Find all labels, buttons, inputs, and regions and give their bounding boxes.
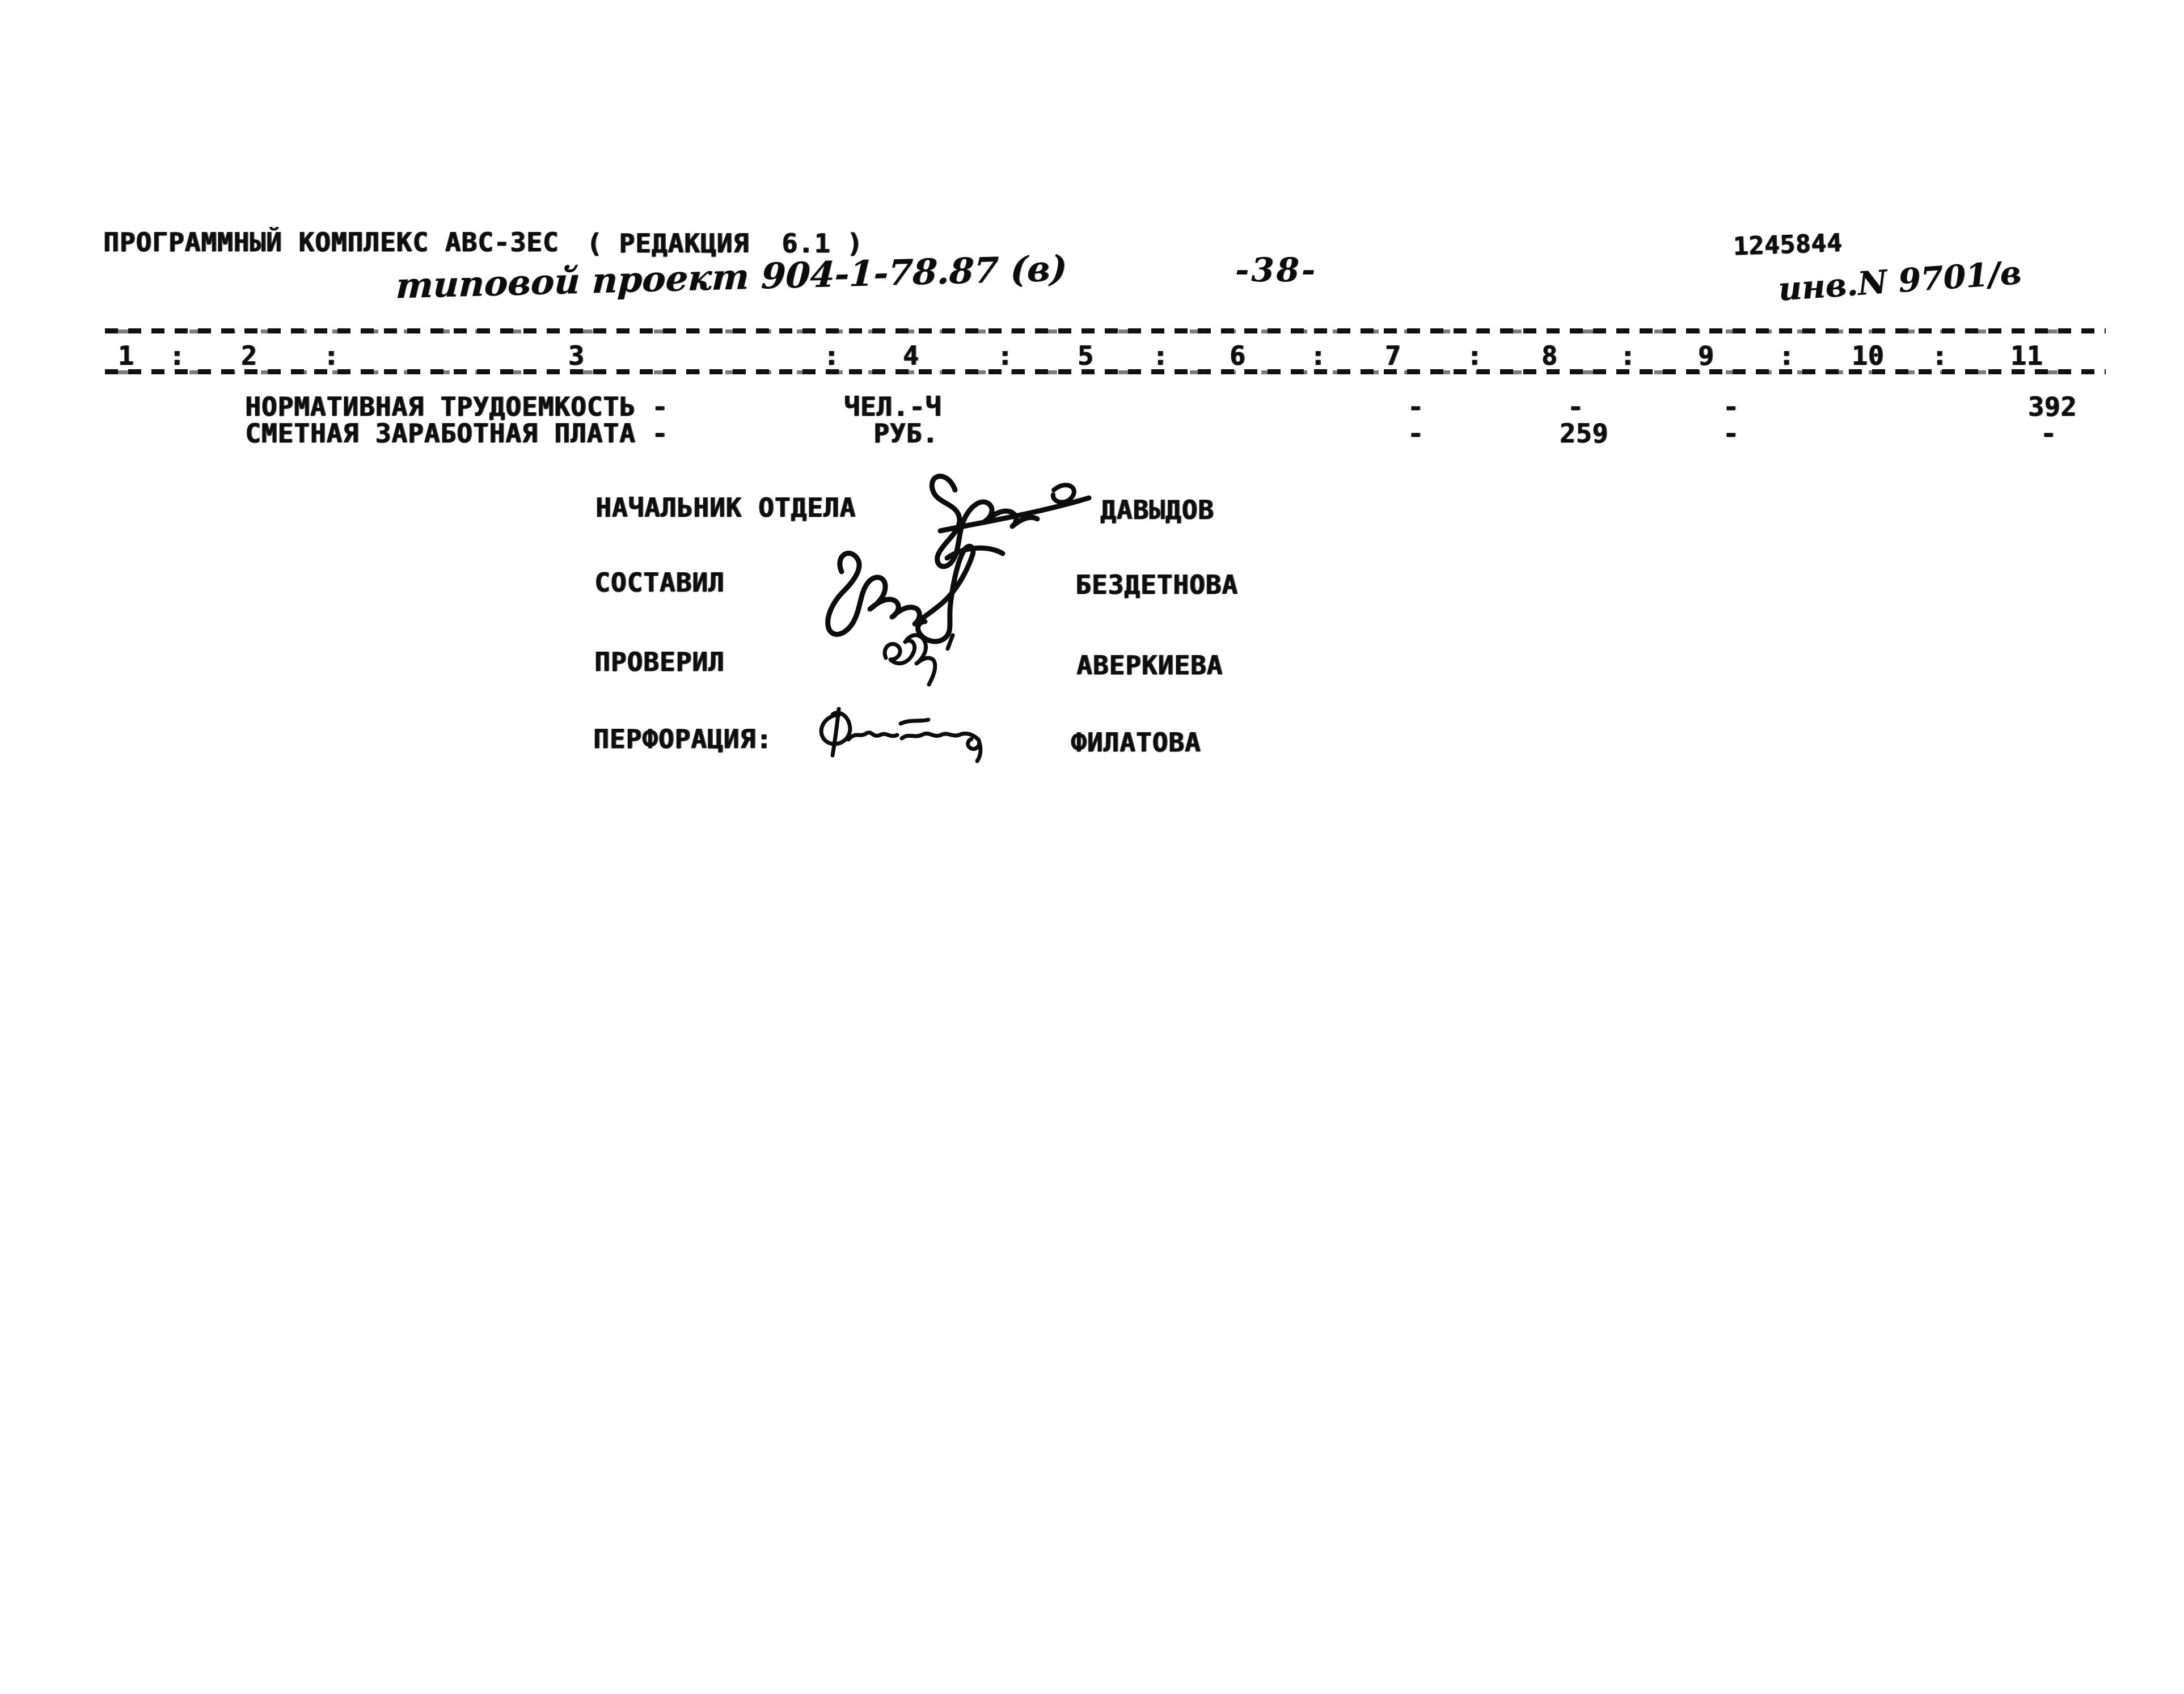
signature-role: СОСТАВИЛ (594, 567, 725, 598)
column-separator: : (997, 340, 1013, 371)
column-number-3: 3 (568, 340, 585, 371)
column-number-10: 10 (1852, 340, 1885, 371)
column-number-2: 2 (241, 340, 257, 371)
column-number-4: 4 (903, 340, 919, 371)
signature-name: БЕЗДЕТНОВА (1075, 569, 1238, 600)
row-value-col9: - (1723, 391, 1739, 422)
row-unit: ЧЕЛ.-Ч (844, 391, 942, 422)
row-label: НОРМАТИВНАЯ ТРУДОЕМКОСТЬ - (245, 391, 669, 422)
row-value-col9: - (1723, 418, 1739, 449)
column-number-8: 8 (1541, 340, 1558, 371)
stamp-number: 1245844 (1733, 228, 1843, 261)
row-value-col8: 259 (1560, 418, 1609, 449)
signature-name: АВЕРКИЕВА (1076, 650, 1223, 681)
column-separator: : (1310, 340, 1327, 371)
row-value-col11: 392 (2028, 391, 2077, 422)
row-label: СМЕТНАЯ ЗАРАБОТНАЯ ПЛАТА - (245, 418, 669, 449)
inventory-number: инв.N 9701/в (1777, 254, 2022, 309)
column-separator: : (1932, 340, 1948, 371)
column-separator: : (1620, 340, 1636, 371)
row-value-col11: - (2041, 418, 2057, 449)
column-separator: : (1152, 340, 1169, 371)
column-number-11: 11 (2010, 340, 2043, 371)
page-number: -38- (1235, 251, 1317, 289)
column-number-7: 7 (1385, 340, 1401, 371)
signature-averkieva-handwriting (869, 619, 974, 690)
signature-role: ПРОВЕРИЛ (594, 647, 725, 677)
row-value-col7: - (1408, 391, 1424, 422)
column-number-6: 6 (1230, 340, 1246, 371)
signature-role: ПЕРФОРАЦИЯ: (593, 724, 772, 754)
signature-filatova-handwriting (801, 702, 1019, 776)
column-number-5: 5 (1078, 340, 1094, 371)
dashed-rule-top (105, 328, 2106, 335)
column-separator: : (1779, 340, 1795, 371)
signature-name: ФИЛАТОВА (1071, 727, 1201, 758)
dashed-rule-bottom (105, 369, 2106, 376)
row-value-col7: - (1408, 418, 1424, 449)
row-unit: РУБ. (873, 418, 939, 449)
column-separator: : (1467, 340, 1483, 371)
signature-davydov-handwriting (906, 461, 1116, 577)
signature-name: ДАВЫДОВ (1100, 495, 1214, 525)
column-separator: : (323, 340, 340, 371)
signature-bezdetnova-handwriting (776, 538, 1028, 651)
program-title: ПРОГРАММНЫЙ КОМПЛЕКС АВС-3ЕС (103, 227, 559, 257)
column-number-9: 9 (1698, 340, 1714, 371)
row-value-col8: - (1568, 391, 1584, 422)
edition-label: ( РЕДАКЦИЯ 6.1 ) (586, 228, 863, 259)
column-separator: : (169, 340, 185, 371)
column-separator: : (823, 340, 840, 371)
signature-role: НАЧАЛЬНИК ОТДЕЛА (595, 492, 856, 523)
column-number-1: 1 (118, 340, 134, 371)
